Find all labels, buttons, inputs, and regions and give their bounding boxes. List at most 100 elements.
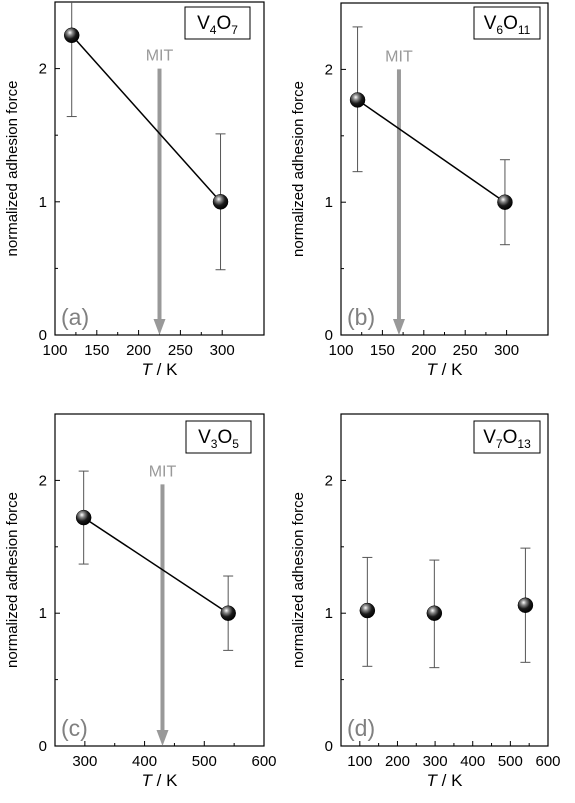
x-tick-label: 200 xyxy=(411,342,436,359)
x-tick-label: 200 xyxy=(126,342,151,359)
data-point xyxy=(212,194,229,210)
y-tick-label: 0 xyxy=(39,327,47,344)
x-tick-label: 150 xyxy=(370,342,395,359)
data-point xyxy=(75,509,92,526)
y-tick-label: 0 xyxy=(39,738,47,755)
x-tick-label: 300 xyxy=(494,342,519,359)
x-axis-label: T / K xyxy=(142,771,179,790)
x-tick-label: 250 xyxy=(168,342,193,359)
x-tick-label: 200 xyxy=(385,753,410,770)
y-tick-label: 0 xyxy=(325,327,333,344)
x-axis-label-unit: / K xyxy=(152,360,178,379)
mit-arrow-head xyxy=(156,730,169,746)
panel-c: 300 400 500 600 0 1 2 normalized adhesion force… xyxy=(4,413,277,790)
y-axis-label: normalized adhesion force xyxy=(290,81,307,257)
x-tick-label: 400 xyxy=(460,753,485,770)
y-tick-label: 1 xyxy=(39,605,47,622)
x-tick-label: 300 xyxy=(72,753,97,770)
compound-n2: 13 xyxy=(517,437,531,451)
compound-base: V xyxy=(197,13,210,34)
compound-box xyxy=(185,420,252,454)
y-tick-label: 2 xyxy=(325,472,333,489)
y-axis-label: normalized adhesion force xyxy=(290,492,307,668)
compound-label: V6O11 xyxy=(484,13,531,37)
compound-box xyxy=(184,6,251,40)
x-tick-label: 500 xyxy=(192,753,217,770)
data-point xyxy=(426,605,443,621)
y-axis-label: normalized adhesion force xyxy=(4,81,21,257)
x-axis-label-var: T xyxy=(142,360,154,379)
x-axis-label-unit: / K xyxy=(152,771,178,790)
data-point xyxy=(220,605,236,621)
series-line xyxy=(357,99,506,203)
panel-label: (b) xyxy=(347,304,375,330)
data-point xyxy=(497,194,513,210)
y-tick-label: 0 xyxy=(325,738,333,755)
compound-n2: 5 xyxy=(232,437,239,451)
x-axis-label-unit: / K xyxy=(437,360,463,379)
x-tick-label: 600 xyxy=(251,753,276,770)
y-tick-label: 1 xyxy=(39,194,47,211)
mit-label: MIT xyxy=(149,463,177,480)
compound-n2: 7 xyxy=(231,23,238,37)
panel-b: 100 150 200 250 300 0 1 2 normalized adhesion fo… xyxy=(290,2,549,379)
x-tick-label: 250 xyxy=(453,342,478,359)
plot-frame xyxy=(340,413,549,747)
x-axis-label-var: T xyxy=(427,771,439,790)
mit-label: MIT xyxy=(385,48,413,65)
plot-frame xyxy=(340,2,549,336)
y-tick-label: 1 xyxy=(325,605,333,622)
x-tick-label: 300 xyxy=(423,753,448,770)
x-tick-label: 100 xyxy=(328,342,353,359)
data-point xyxy=(63,27,80,44)
x-axis-label-var: T xyxy=(142,771,154,790)
x-axis-label: T / K xyxy=(142,360,179,379)
compound-label: V3O5 xyxy=(198,427,239,451)
panel-label: (d) xyxy=(347,715,375,741)
x-axis-label: T / K xyxy=(427,360,464,379)
x-tick-label: 500 xyxy=(498,753,523,770)
compound-mid: O xyxy=(503,427,518,448)
compound-n2: 11 xyxy=(518,23,531,37)
compound-n1: 7 xyxy=(496,437,503,451)
y-axis-label: normalized adhesion force xyxy=(4,492,21,668)
x-tick-label: 300 xyxy=(210,342,235,359)
data-point xyxy=(517,597,534,613)
compound-box xyxy=(473,6,541,40)
x-tick-label: 600 xyxy=(535,753,560,770)
compound-box xyxy=(473,420,541,454)
panel-label: (a) xyxy=(61,304,89,330)
compound-mid: O xyxy=(503,13,518,34)
x-tick-label: 150 xyxy=(84,342,109,359)
x-axis-label-unit: / K xyxy=(437,771,463,790)
y-tick-label: 2 xyxy=(39,61,47,78)
y-tick-label: 2 xyxy=(325,61,333,78)
x-tick-label: 100 xyxy=(42,342,67,359)
data-point xyxy=(359,602,376,619)
x-tick-label: 400 xyxy=(132,753,157,770)
y-tick-label: 2 xyxy=(39,472,47,489)
series-line xyxy=(71,34,222,203)
compound-mid: O xyxy=(216,13,231,34)
plot-frame xyxy=(54,413,265,747)
compound-base: V xyxy=(198,427,211,448)
panel-d: 100 200 300 400 500 600 0 1 2 normalized adhesion… xyxy=(290,413,561,790)
x-axis-label-var: T xyxy=(427,360,439,379)
panel-a: 100 150 200 250 300 0 1 2 normalized adhesion fo… xyxy=(4,1,265,379)
x-tick-label: 100 xyxy=(347,753,372,770)
panel-label: (c) xyxy=(61,715,88,741)
mit-arrow-head xyxy=(392,319,405,335)
compound-base: V xyxy=(483,427,496,448)
mit-label: MIT xyxy=(146,48,174,65)
mit-arrow-head xyxy=(153,319,166,335)
y-tick-label: 1 xyxy=(325,194,333,211)
compound-label: V4O7 xyxy=(197,13,238,37)
compound-n1: 4 xyxy=(210,23,217,37)
x-axis-label: T / K xyxy=(427,771,464,790)
compound-mid: O xyxy=(217,427,232,448)
compound-label: V7O13 xyxy=(483,427,531,451)
series-line xyxy=(83,516,229,614)
compound-n1: 6 xyxy=(496,23,503,37)
